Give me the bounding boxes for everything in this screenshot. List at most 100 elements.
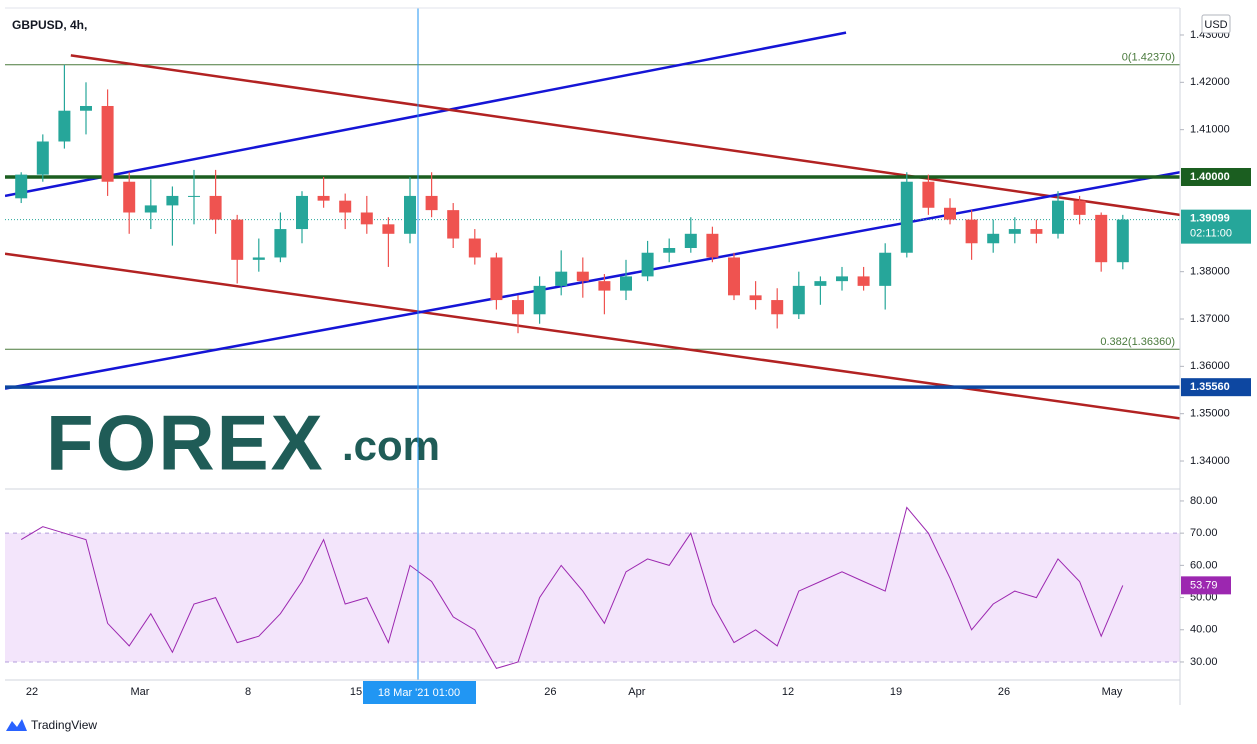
y-tick-label: 1.42000: [1190, 76, 1230, 88]
watermark-suffix: .com: [342, 422, 440, 469]
y-tick-label: 1.41000: [1190, 124, 1230, 136]
price-pane: [5, 31, 1180, 420]
y-tick-label: 40.00: [1190, 624, 1218, 636]
level-label: 1.40000: [1190, 171, 1230, 183]
y-tick-label: 70.00: [1190, 527, 1218, 539]
candle-body: [1095, 214, 1108, 263]
candle-body: [317, 195, 330, 201]
candle-body: [490, 257, 503, 301]
x-tick-label: 8: [245, 686, 251, 698]
candle-body: [36, 141, 49, 175]
y-tick-label: 1.34000: [1190, 455, 1230, 467]
rsi-value-box: [1181, 576, 1231, 595]
tradingview-logo: TradingView: [6, 718, 97, 732]
candle-body: [533, 285, 546, 315]
candle-body: [101, 105, 114, 182]
candle-body: [468, 238, 481, 258]
candle-body: [123, 181, 136, 213]
candle-body: [1030, 229, 1043, 234]
candle-body: [620, 276, 632, 291]
candle-body: [144, 205, 157, 213]
candle-body: [188, 195, 200, 197]
candle-body: [80, 105, 92, 111]
candle-body: [598, 281, 611, 291]
candle-body: [404, 195, 416, 234]
rsi-pane: [5, 506, 1180, 669]
candle-body: [706, 233, 719, 258]
trendline: [5, 31, 847, 198]
fib-label: 0(1.42370): [1122, 52, 1175, 64]
candle-body: [1052, 200, 1064, 234]
x-tick-label: 15: [350, 686, 362, 698]
level-label-box: [1181, 167, 1251, 186]
candle-body: [965, 219, 978, 244]
y-tick-label: 80.00: [1190, 495, 1218, 507]
axes: 1.34000 1.35000 1.36000 1.37000 1.38000 1.410…: [26, 29, 1251, 698]
x-tick-label: Apr: [628, 686, 645, 698]
trendline: [70, 54, 1180, 217]
candle-body: [987, 233, 1000, 244]
candle-body: [339, 200, 352, 213]
candle-body: [15, 174, 28, 199]
trendline: [5, 252, 1180, 420]
x-tick-label: Mar: [131, 686, 150, 698]
y-tick-label: 50.00: [1190, 591, 1218, 603]
candle-body: [900, 181, 913, 253]
candle-body: [663, 248, 676, 253]
candle-body: [879, 252, 892, 286]
candle-body: [922, 181, 935, 208]
x-tick-label: 22: [26, 686, 38, 698]
footer: TradingView: [31, 718, 97, 732]
x-tick-label: 26: [544, 686, 556, 698]
candle-body: [447, 210, 460, 239]
candle-body: [58, 110, 71, 142]
countdown: 02:11:00: [1190, 228, 1232, 240]
last-price-label: 1.39099: [1190, 213, 1230, 225]
candle-body: [749, 295, 762, 301]
candle-body: [1116, 219, 1129, 263]
candle-body: [944, 207, 956, 220]
x-tick-label: 12: [782, 686, 794, 698]
level-label-box: [1181, 378, 1251, 397]
rsi-value-label: 53.79: [1190, 579, 1218, 591]
crosshair-label-box: [363, 681, 476, 704]
candle-body: [1073, 200, 1086, 215]
x-tick-label: 26: [998, 686, 1010, 698]
candle-body: [252, 257, 265, 260]
x-tick-label: May: [1102, 686, 1123, 698]
currency[interactable]: USD: [1204, 19, 1227, 31]
y-tick-label: 1.35000: [1190, 408, 1230, 420]
tradingview-icon: [6, 719, 27, 731]
candle-body: [857, 276, 870, 286]
candle-body: [792, 285, 805, 315]
candle-body: [231, 219, 244, 260]
y-tick-label: 60.00: [1190, 559, 1218, 571]
candle-body: [382, 224, 395, 234]
fib-label: 0.382(1.36360): [1100, 336, 1175, 348]
last-price-box: [1181, 209, 1251, 244]
x-tick-label: 19: [890, 686, 902, 698]
trendline: [5, 171, 1180, 390]
y-tick-label: 1.36000: [1190, 360, 1230, 372]
candle-body: [728, 257, 740, 296]
candle-body: [576, 271, 589, 282]
candle-body: [166, 195, 179, 206]
y-tick-label: 1.37000: [1190, 313, 1230, 325]
watermark-brand: FOREX: [46, 399, 325, 487]
rsi-line: [20, 506, 1124, 669]
rsi-band: [5, 533, 1180, 662]
candle-body: [771, 300, 784, 315]
y-tick-label: 1.38000: [1190, 266, 1230, 278]
candle-body: [641, 252, 654, 277]
y-tick-label: 30.00: [1190, 656, 1218, 668]
candle-body: [555, 271, 568, 286]
candle-body: [425, 195, 438, 211]
candle-body: [209, 195, 222, 220]
candle-body: [360, 212, 373, 225]
candle-body: [296, 195, 308, 230]
candle-body: [836, 276, 848, 282]
candle-body: [512, 300, 524, 315]
candle-body: [274, 229, 287, 258]
currency-box[interactable]: [1201, 14, 1231, 34]
